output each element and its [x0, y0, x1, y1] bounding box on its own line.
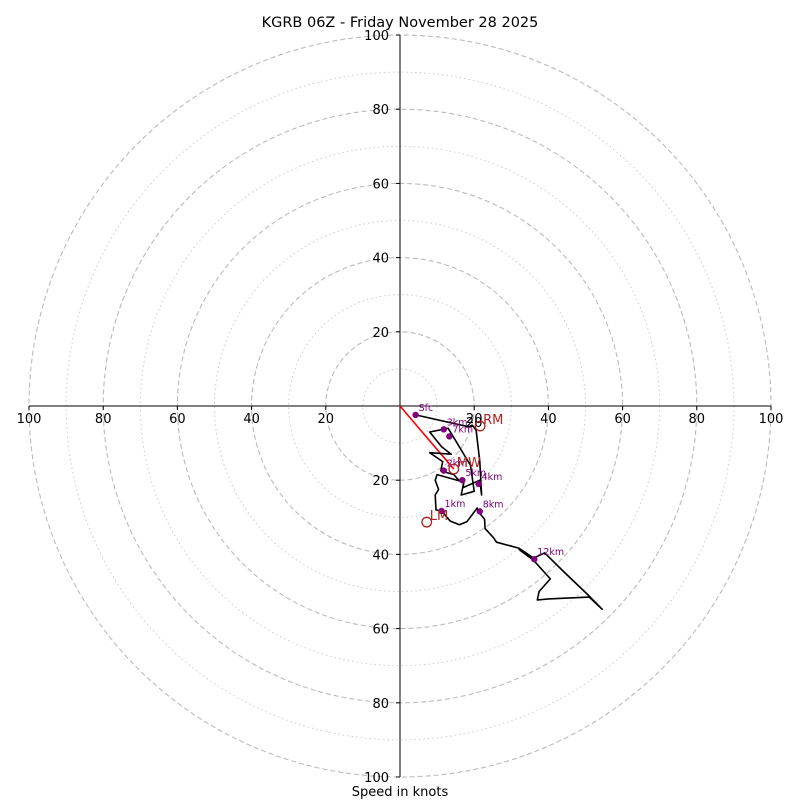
height-marker-Sfc — [412, 411, 419, 419]
height-marker-3km — [440, 426, 447, 433]
y-tick-label-top-3: 40 — [372, 252, 389, 267]
y-tick-label-bottom-3: 80 — [372, 697, 389, 712]
y-tick-label-bottom-4: 100 — [364, 771, 389, 786]
y-tick-label-top-1: 80 — [372, 103, 389, 118]
x-tick-label-left-2: 60 — [169, 412, 186, 427]
height-label-3km: 3km — [447, 417, 468, 428]
height-marker-1km — [438, 507, 445, 515]
x-tick-label-left-1: 80 — [95, 412, 112, 427]
height-marker-8km — [476, 508, 483, 515]
x-tick-label-right-4: 100 — [759, 412, 784, 427]
y-tick-label-bottom-1: 40 — [372, 548, 389, 563]
x-tick-label-left-4: 20 — [318, 412, 335, 427]
x-tick-label-right-2: 60 — [614, 412, 631, 427]
critical-angle-line — [399, 405, 455, 470]
tick-labels: 100 80 60 40 20 20 40 60 80 100100806040202040608… — [17, 29, 784, 786]
storm-motion-label-LM: LM — [430, 509, 448, 524]
height-marker-2km — [440, 467, 447, 474]
height-label-1km: 1km — [445, 499, 466, 510]
y-tick-label-bottom-0: 20 — [372, 474, 389, 489]
height-label-4km: 4km — [482, 472, 503, 483]
y-tick-label-top-0: 100 — [364, 29, 389, 44]
height-marker-7km — [446, 433, 453, 440]
height-label-7km: 7km — [452, 424, 473, 435]
critical-angle-segment — [399, 405, 455, 470]
center-tick-label: 20 — [466, 416, 483, 431]
x-tick-label-right-3: 80 — [689, 412, 706, 427]
height-label-12km: 12km — [537, 547, 564, 558]
chart-title: KGRB 06Z - Friday November 28 2025 — [262, 15, 539, 31]
y-tick-label-top-2: 60 — [372, 177, 389, 192]
x-tick-label-right-0: 20 — [466, 412, 483, 427]
storm-motion-markers: RM LM MW — [421, 413, 503, 528]
height-marker-5km — [459, 477, 466, 484]
height-label-2km: 2km — [447, 459, 468, 470]
storm-motion-marker-RM — [474, 420, 486, 432]
x-tick-label-right-1: 40 — [540, 412, 557, 427]
height-marker-12km — [531, 556, 538, 563]
y-tick-label-bottom-2: 60 — [372, 623, 389, 638]
y-tick-label-top-4: 20 — [372, 326, 389, 341]
storm-motion-label-MW: MW — [457, 456, 481, 471]
storm-motion-marker-MW — [448, 463, 460, 475]
x-axis-label: Speed in knots — [352, 785, 449, 800]
height-label-5km: 5km — [465, 468, 486, 479]
height-label-Sfc: Sfc — [419, 403, 434, 414]
storm-motion-marker-LM — [421, 516, 433, 528]
x-tick-label-left-3: 40 — [243, 412, 260, 427]
height-label-8km: 8km — [483, 499, 504, 510]
storm-motion-label-RM: RM — [483, 413, 503, 428]
height-marker-4km — [475, 480, 482, 488]
x-tick-label-left-0: 100 — [17, 412, 42, 427]
